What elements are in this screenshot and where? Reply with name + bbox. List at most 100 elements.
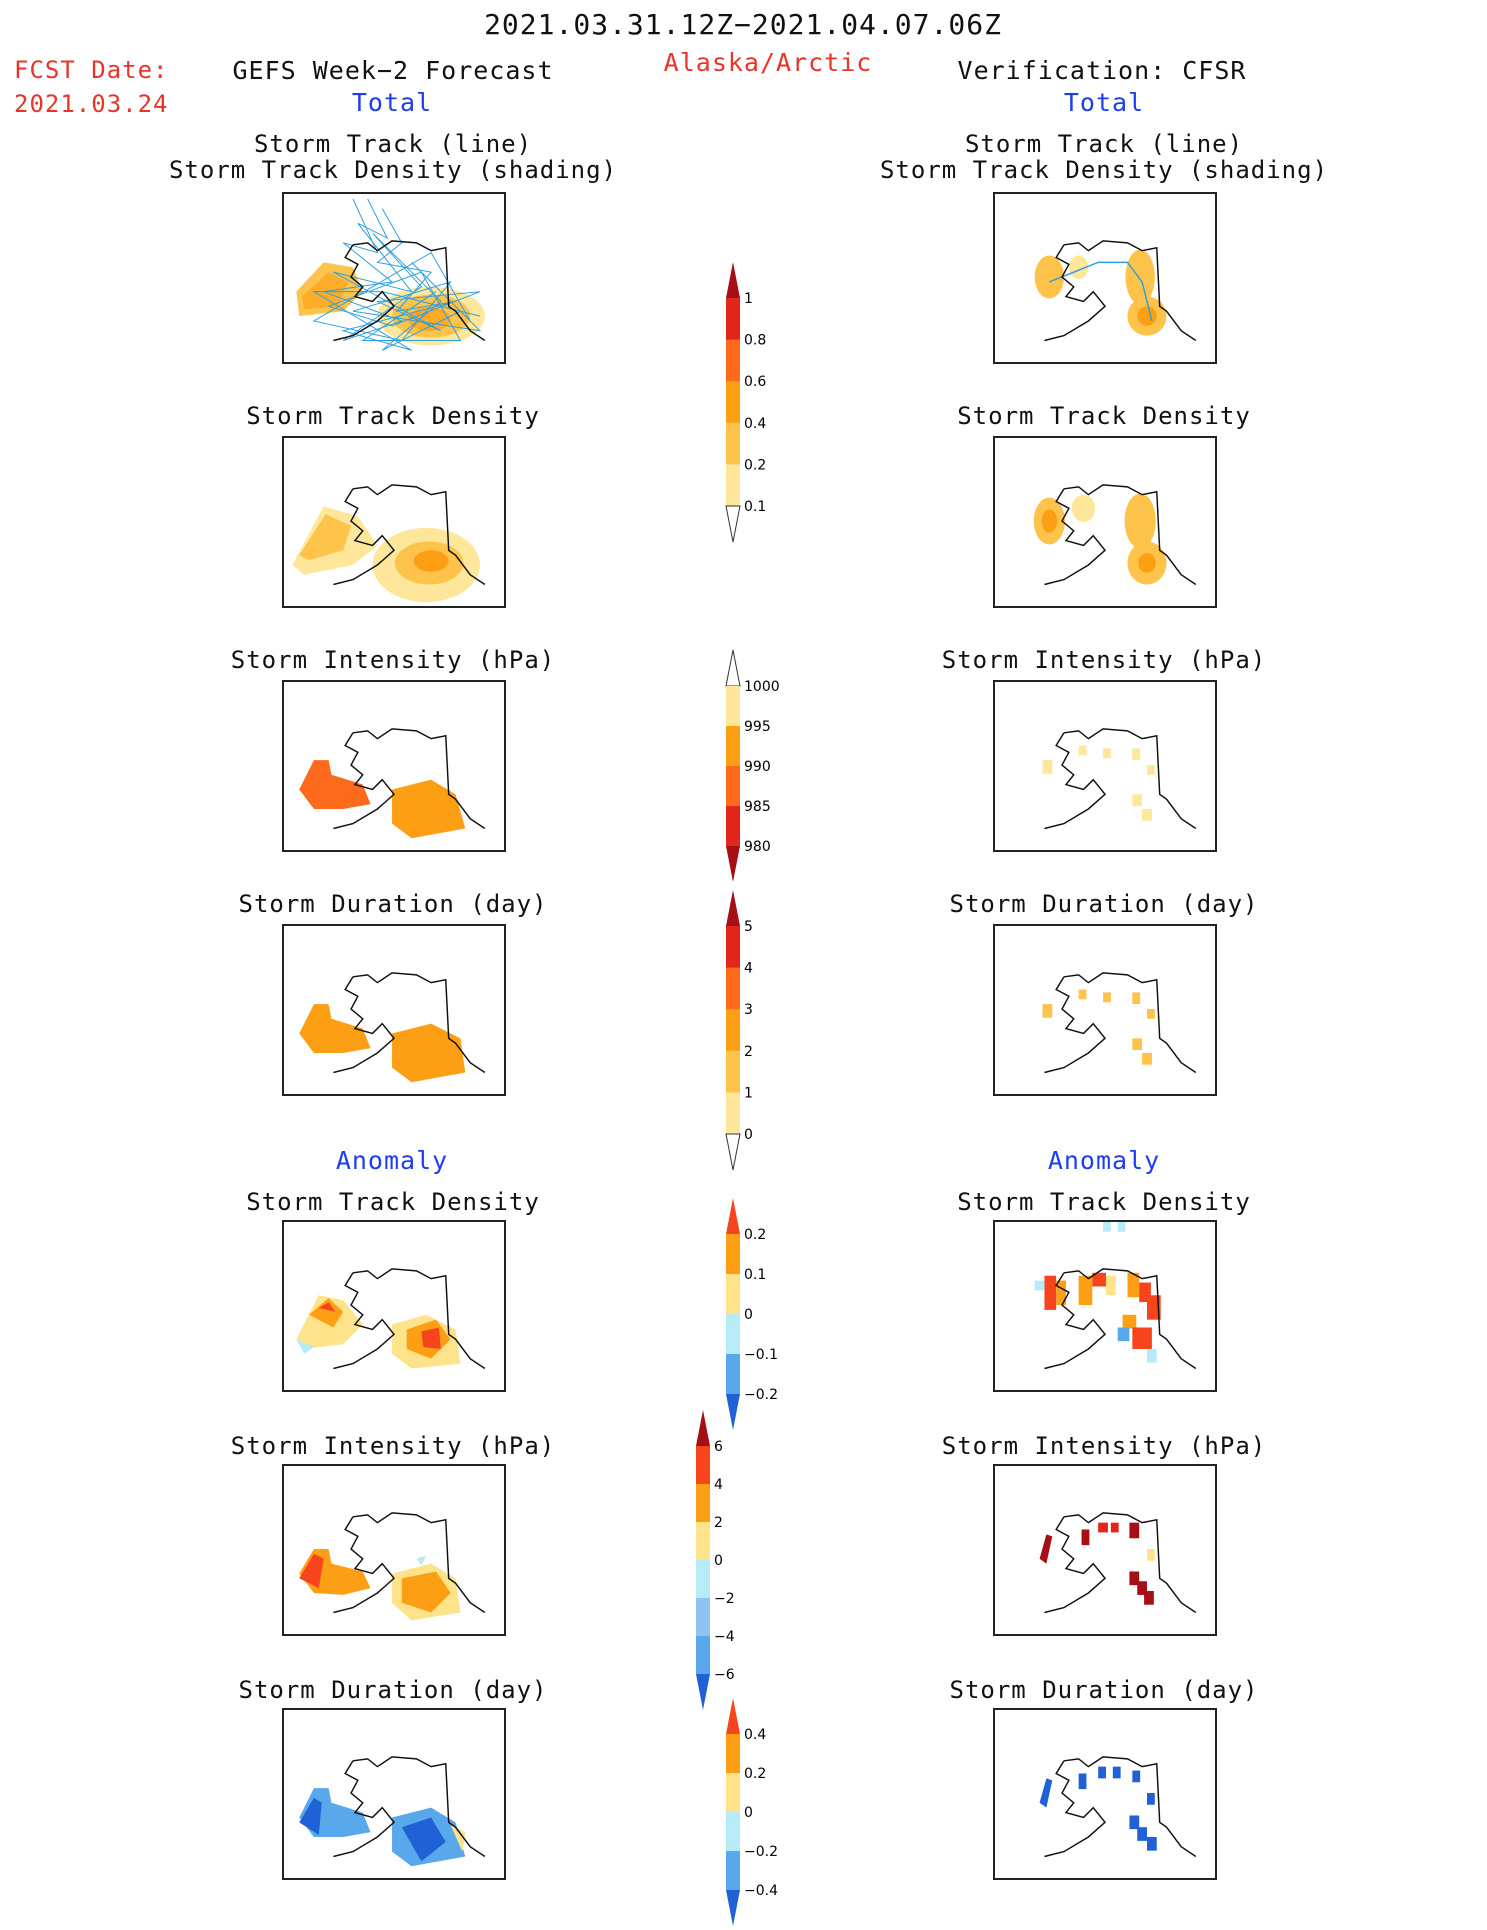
colorbar-tick-label: 0	[744, 1805, 753, 1821]
verification-total-label: Total	[1063, 88, 1145, 117]
colorbar-tick-label: 0.8	[744, 333, 766, 349]
colorbar-tick-label: −6	[714, 1667, 735, 1683]
map-forecast-density	[282, 436, 506, 608]
alaska-coastline	[1044, 728, 1197, 830]
alaska-coastline	[333, 484, 486, 586]
right-track-shading-title: Storm Track Density (shading)	[879, 156, 1329, 184]
colorbar-bottom-triangle	[726, 1890, 740, 1926]
colorbar-segment	[726, 1009, 740, 1052]
alaska-coastline	[1044, 1512, 1197, 1614]
colorbar-segment	[726, 1234, 740, 1275]
anomaly-duration-colorbar: 0.4 0.2 0 −0.2 −0.4	[722, 1698, 802, 1926]
total-duration-colorbar-svg: 5 4 3 2 1 0	[725, 890, 753, 1171]
colorbar-tick-label: 0	[744, 1307, 753, 1323]
map-shading	[296, 262, 485, 346]
map-verification-intensity	[993, 680, 1217, 852]
colorbar-tick-label: 2	[744, 1044, 753, 1060]
alaska-coastline	[1044, 1268, 1197, 1370]
colorbar-segment	[696, 1484, 710, 1523]
colorbar-tick-label: 0.4	[744, 1727, 766, 1743]
colorbar-tick-label: 0.6	[744, 374, 766, 390]
colorbar-tick-label: 1	[744, 291, 753, 307]
alaska-coastline	[1044, 240, 1197, 342]
total-duration-colorbar: 5 4 3 2 1 0	[722, 890, 802, 1171]
colorbar-segment	[726, 766, 740, 807]
colorbar-tick-label: −2	[714, 1591, 735, 1607]
colorbar-tick-label: −4	[714, 1629, 735, 1645]
colorbar-segment	[726, 1314, 740, 1355]
alaska-coastline	[333, 972, 486, 1074]
right-track-line-title: Storm Track (line)	[964, 130, 1244, 158]
colorbar-tick-label: 6	[714, 1439, 723, 1455]
colorbar-segment	[726, 1092, 740, 1135]
colorbar-tick-label: 3	[744, 1002, 753, 1018]
alaska-coastline	[333, 1756, 486, 1858]
left-anom-density-title: Storm Track Density	[246, 1188, 540, 1216]
colorbar-bottom-triangle	[725, 505, 741, 543]
colorbar-tick-label: 0.1	[744, 1267, 766, 1283]
colorbar-segment	[696, 1598, 710, 1637]
colorbar-tick-label: 2	[714, 1515, 723, 1531]
colorbar-segment	[726, 686, 740, 727]
colorbar-segment	[726, 381, 740, 424]
colorbar-segment	[726, 1734, 740, 1774]
total-intensity-colorbar: 1000 995 990 985 980	[722, 649, 802, 882]
colorbar-segment	[726, 1851, 740, 1891]
total-density-colorbar: 1 0.8 0.6 0.4 0.2 0.1	[722, 262, 802, 543]
map-forecast-anom-density	[282, 1220, 506, 1392]
total-density-colorbar-svg: 1 0.8 0.6 0.4 0.2 0.1	[725, 262, 766, 543]
verification-anomaly-label: Anomaly	[1047, 1146, 1161, 1175]
left-duration-title: Storm Duration (day)	[238, 890, 548, 918]
colorbar-bottom-triangle	[726, 1394, 740, 1430]
left-track-line-title: Storm Track (line)	[253, 130, 533, 158]
colorbar-tick-label: 5	[744, 919, 753, 935]
colorbar-tick-label: −0.2	[744, 1387, 778, 1403]
colorbar-segment	[696, 1446, 710, 1485]
map-verification-anom-duration	[993, 1708, 1217, 1880]
colorbar-tick-label: 1000	[744, 679, 780, 695]
total-intensity-colorbar-svg: 1000 995 990 985 980	[725, 649, 780, 882]
right-density-title: Storm Track Density	[957, 402, 1251, 430]
colorbar-segment	[726, 1812, 740, 1852]
colorbar-segment	[726, 1274, 740, 1315]
colorbar-tick-label: 0.4	[744, 416, 766, 432]
map-forecast-track-line	[282, 192, 506, 364]
colorbar-segment	[726, 926, 740, 969]
alaska-coastline	[1044, 1756, 1197, 1858]
colorbar-segment	[726, 422, 740, 465]
region-title: Alaska/Arctic	[663, 48, 873, 77]
right-anom-density-title: Storm Track Density	[957, 1188, 1251, 1216]
colorbar-segment	[726, 1773, 740, 1813]
colorbar-top-triangle	[696, 1410, 710, 1446]
anomaly-density-colorbar: 0.2 0.1 0 −0.1 −0.2	[722, 1198, 802, 1430]
left-intensity-title: Storm Intensity (hPa)	[230, 646, 556, 674]
colorbar-tick-label: 0	[714, 1553, 723, 1569]
colorbar-segment	[726, 339, 740, 382]
colorbar-tick-label: 0.1	[744, 499, 766, 515]
colorbar-segment	[696, 1560, 710, 1599]
colorbar-segment	[696, 1636, 710, 1675]
forecast-anomaly-label: Anomaly	[335, 1146, 449, 1175]
colorbar-top-triangle	[726, 1698, 740, 1734]
left-anom-intensity-title: Storm Intensity (hPa)	[230, 1432, 556, 1460]
verification-column-title: Verification: CFSR	[957, 56, 1247, 85]
map-verification-track-line	[993, 192, 1217, 364]
left-track-shading-title: Storm Track Density (shading)	[168, 156, 618, 184]
alaska-coastline	[1044, 972, 1197, 1074]
colorbar-segment	[726, 298, 740, 341]
colorbar-bottom-triangle	[696, 1674, 710, 1710]
colorbar-tick-label: 4	[714, 1477, 723, 1493]
colorbar-tick-label: 0.2	[744, 457, 766, 473]
colorbar-segment	[726, 1354, 740, 1395]
alaska-coastline	[333, 1268, 486, 1370]
colorbar-tick-label: 990	[744, 759, 771, 775]
right-intensity-title: Storm Intensity (hPa)	[941, 646, 1267, 674]
alaska-coastline	[333, 728, 486, 830]
anomaly-intensity-colorbar-svg: 6 4 2 0 −2 −4 −6	[696, 1410, 735, 1710]
right-duration-title: Storm Duration (day)	[949, 890, 1259, 918]
map-forecast-anom-duration	[282, 1708, 506, 1880]
storm-track-lines	[1049, 261, 1153, 322]
alaska-coastline	[1044, 484, 1197, 586]
colorbar-tick-label: 980	[744, 839, 771, 855]
colorbar-top-triangle	[726, 1198, 740, 1234]
